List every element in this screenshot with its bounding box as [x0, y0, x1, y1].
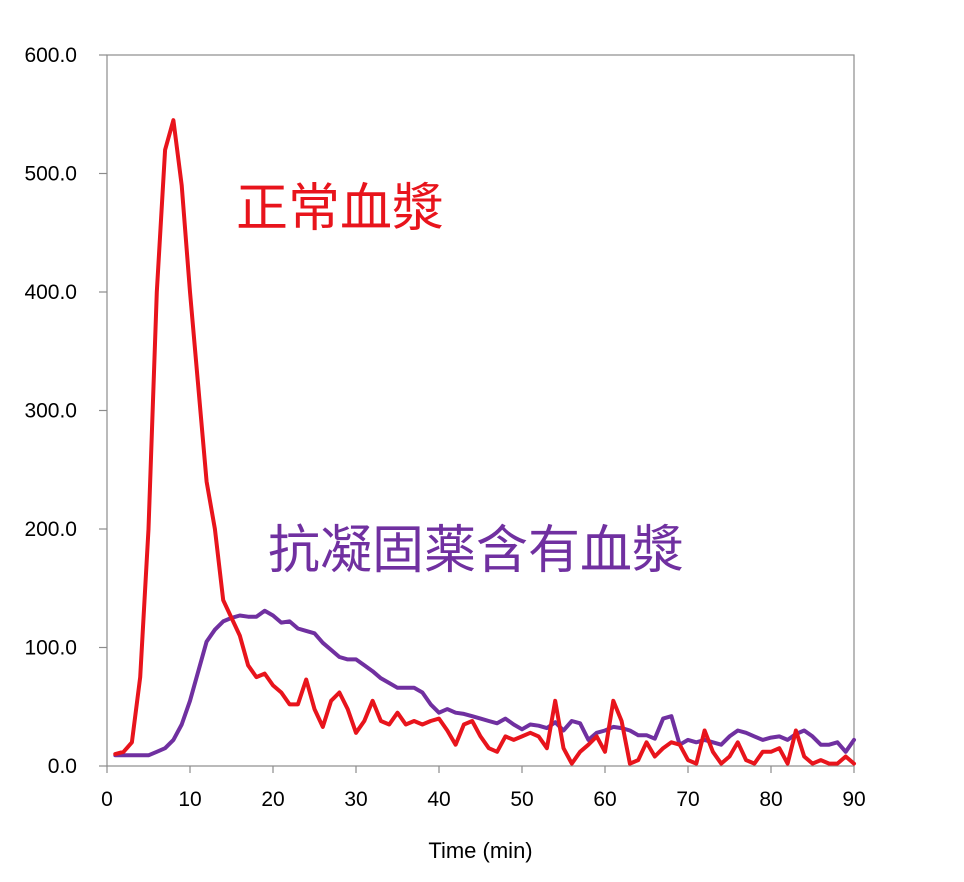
plot-border: [106, 54, 855, 767]
y-tick-label: 300.0: [24, 400, 77, 423]
x-tick-label: 50: [510, 788, 533, 811]
x-tick-label: 70: [676, 788, 699, 811]
x-tick-label: 20: [261, 788, 284, 811]
x-axis: 0 10 20 30 40 50 60 70 80 90: [101, 766, 866, 811]
x-tick-label: 0: [101, 788, 113, 811]
y-tick-label: 600.0: [24, 44, 77, 67]
plot-area: [106, 54, 855, 767]
x-tick-label: 80: [759, 788, 782, 811]
series-label-normal-plasma: 正常血漿: [236, 179, 444, 239]
x-tick-label: 40: [427, 788, 450, 811]
series-line-anticoagulant-plasma: [113, 608, 856, 758]
series-label-anticoagulant-plasma: 抗凝固薬含有血漿: [268, 521, 684, 581]
y-tick-label: 0.0: [48, 755, 77, 778]
x-tick-label: 30: [344, 788, 367, 811]
series-lines: [113, 118, 856, 766]
x-axis-title: Time (min): [428, 838, 532, 863]
x-tick-label: 60: [593, 788, 616, 811]
y-tick-label: 200.0: [24, 518, 77, 541]
y-tick-label: 100.0: [24, 637, 77, 660]
x-tick-label: 10: [178, 788, 201, 811]
y-tick-label: 500.0: [24, 163, 77, 186]
x-tick-label: 90: [842, 788, 865, 811]
series-line-normal-plasma: [113, 118, 856, 766]
y-axis: 0.0 100.0 200.0 300.0 400.0 500.0 600.0: [24, 44, 107, 778]
y-tick-label: 400.0: [24, 281, 77, 304]
